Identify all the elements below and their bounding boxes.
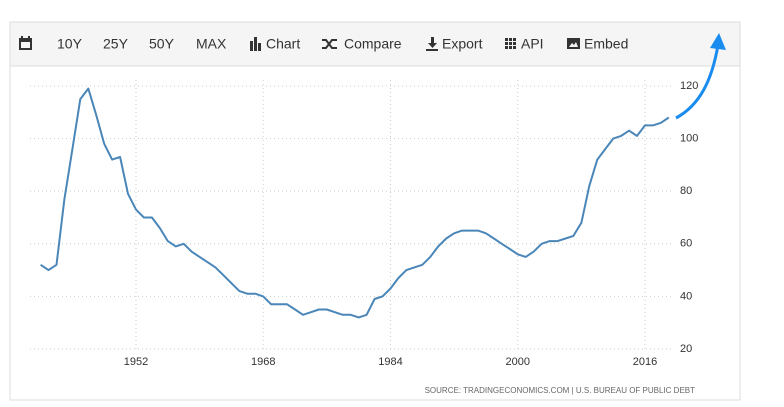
y-tick-label: 40 bbox=[680, 290, 692, 302]
toolbar-item[interactable]: 10Y bbox=[57, 36, 83, 52]
x-tick-label: 1984 bbox=[378, 356, 402, 368]
toolbar-item[interactable]: Compare bbox=[344, 36, 402, 52]
y-tick-label: 20 bbox=[680, 343, 692, 355]
toolbar-item[interactable]: Export bbox=[442, 36, 483, 52]
calendar-icon[interactable] bbox=[19, 36, 32, 50]
toolbar-item[interactable]: Embed bbox=[584, 36, 628, 52]
toolbar-item[interactable]: API bbox=[521, 36, 544, 52]
x-tick-label: 1968 bbox=[251, 356, 275, 368]
embed-icon bbox=[567, 38, 580, 49]
toolbar-item[interactable]: 25Y bbox=[103, 36, 129, 52]
y-tick-label: 60 bbox=[680, 238, 692, 250]
panel bbox=[9, 21, 741, 401]
toolbar-item[interactable]: 50Y bbox=[149, 36, 175, 52]
arrow-head bbox=[710, 33, 726, 50]
export-icon bbox=[426, 37, 438, 51]
compare-icon bbox=[322, 39, 337, 49]
arrow-annotation bbox=[675, 44, 720, 120]
source: SOURCE: TRADINGECONOMICS.COM | U.S. BURE… bbox=[425, 386, 696, 395]
x-tick-label: 2016 bbox=[633, 356, 657, 368]
data-line bbox=[40, 87, 670, 319]
x-tick-label: 2000 bbox=[505, 356, 529, 368]
toolbar bbox=[9, 21, 741, 67]
chart-icon bbox=[250, 37, 261, 51]
api-icon bbox=[505, 38, 516, 49]
y-tick-label: 100 bbox=[680, 132, 698, 144]
toolbar-item[interactable]: MAX bbox=[196, 36, 227, 52]
y-tick-label: 80 bbox=[680, 185, 692, 197]
toolbar-item[interactable]: Chart bbox=[266, 36, 300, 52]
y-tick-label: 120 bbox=[680, 80, 698, 92]
x-tick-label: 1952 bbox=[124, 356, 148, 368]
